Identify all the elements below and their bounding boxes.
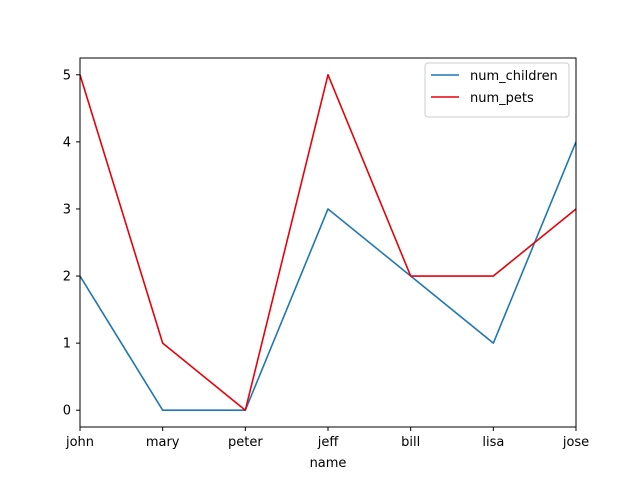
legend: num_children num_pets	[424, 62, 570, 118]
y-tick-label: 1	[63, 337, 71, 352]
y-tick-label: 4	[63, 135, 71, 150]
x-tick-label: jeff	[317, 435, 340, 450]
y-tick-label: 3	[63, 202, 71, 217]
series-layer	[79, 73, 577, 412]
series-line-num-children	[79, 141, 577, 412]
y-tick-label: 5	[63, 68, 71, 83]
x-tick-label: bill	[401, 435, 420, 450]
series-line-num-pets	[79, 73, 577, 412]
x-tick-label: peter	[228, 435, 263, 450]
legend-label: num_children	[470, 69, 558, 84]
legend-label: num_pets	[470, 91, 534, 106]
x-axis-title: name	[310, 456, 347, 471]
x-tick-label: john	[65, 435, 94, 450]
y-tick-label: 0	[63, 404, 71, 419]
axes-layer: john mary peter jeff bill lisa jose 0 1 2 3 4 5	[63, 57, 589, 450]
plot-area	[80, 58, 576, 427]
y-tick-label: 2	[63, 270, 71, 285]
x-tick-label: mary	[146, 435, 180, 450]
legend-box	[424, 62, 570, 118]
x-tick-label: lisa	[482, 435, 504, 450]
x-tick-label: jose	[562, 435, 589, 450]
